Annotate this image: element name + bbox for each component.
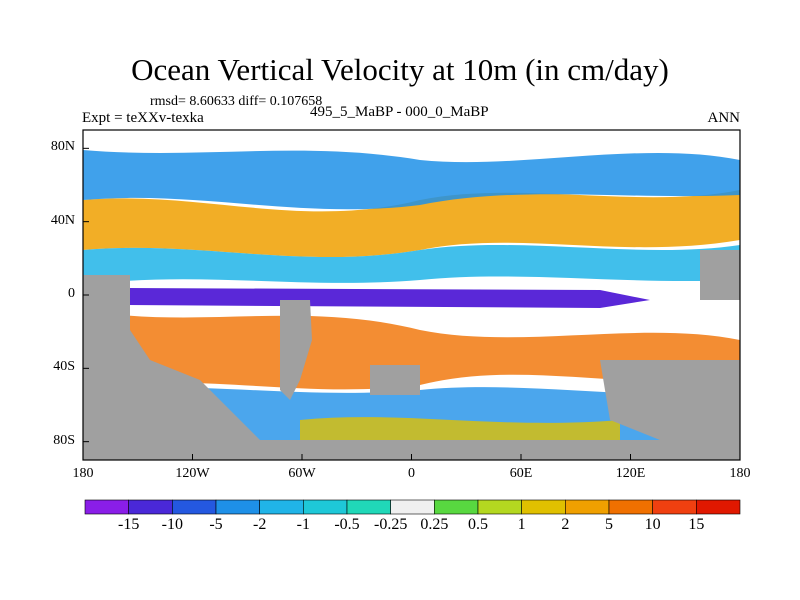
experiment-label: Expt = teXXv-texka	[82, 110, 204, 126]
lon-tick-label: 180	[729, 466, 751, 481]
band-north-orange	[83, 190, 740, 258]
land-africa-island	[370, 365, 420, 395]
colorbar-label: 1	[517, 516, 526, 533]
land-masses	[83, 250, 740, 460]
colorbar-swatch	[259, 499, 304, 515]
colorbar-swatch	[696, 499, 741, 515]
plot-title: Ocean Vertical Velocity at 10m (in cm/da…	[131, 52, 669, 87]
colorbar-swatch	[477, 499, 522, 515]
colorbar-label: -0.5	[334, 516, 360, 533]
lat-tick-label: 80S	[53, 432, 75, 448]
colorbar-label: 10	[644, 516, 661, 533]
colorbar-swatch	[390, 499, 435, 515]
colorbar-swatch	[172, 499, 217, 515]
band-south-yellow	[300, 417, 620, 445]
stats-text: rmsd= 8.60633 diff= 0.107658	[150, 94, 323, 109]
colorbar-swatch	[521, 499, 566, 515]
band-equator-purple	[120, 288, 650, 308]
season-label: ANN	[707, 110, 741, 126]
lon-tick-label: 60W	[288, 466, 316, 481]
colorbar-label: -2	[252, 516, 267, 533]
lat-tick-label: 40N	[50, 212, 75, 228]
colorbar-label: -0.25	[373, 516, 408, 533]
band-north-blue	[83, 150, 740, 210]
lon-tick-label: 60E	[509, 466, 533, 481]
lon-tick-label: 0	[408, 466, 415, 481]
colorbar-label: 2	[561, 516, 570, 533]
colorbar-swatch	[434, 499, 479, 515]
colorbar-swatch	[215, 499, 260, 515]
land-east	[700, 250, 740, 300]
colorbar-label: -1	[296, 516, 310, 533]
lat-tick-label: 40S	[53, 359, 75, 375]
band-mid-blue	[83, 245, 740, 285]
colorbar-label: -5	[209, 516, 223, 533]
land-west-america	[83, 275, 260, 440]
lon-tick-label: 120W	[175, 466, 210, 481]
colorbar-swatch	[652, 499, 697, 515]
land-australia	[600, 360, 740, 440]
land-east-south-america	[83, 400, 740, 460]
colorbar-swatch	[128, 499, 173, 515]
lon-tick-label: 120E	[615, 466, 646, 481]
colorbar-label: 5	[605, 516, 613, 533]
colorbar-label: 15	[688, 516, 705, 533]
lat-tick-label: 0	[68, 286, 75, 301]
land-south-america	[280, 300, 312, 400]
lat-tick-label: 80N	[50, 139, 75, 155]
colorbar-swatch	[608, 499, 653, 515]
colorbar-swatch	[346, 499, 391, 515]
colorbar-label: 0.5	[468, 516, 488, 533]
colorbar-swatch	[565, 499, 610, 515]
colorbar-label: 0.25	[420, 516, 449, 533]
colorbar-label: -15	[117, 516, 140, 533]
lon-tick-label: 180	[72, 466, 94, 481]
subtitle-label: 495_5_MaBP - 000_0_MaBP	[310, 104, 489, 120]
colorbar-swatch	[303, 499, 348, 515]
colorbar-swatch	[84, 499, 129, 515]
velocity-field	[83, 150, 740, 445]
colorbar-label: -10	[161, 516, 183, 533]
band-south-orange	[83, 310, 740, 390]
axis-ticks	[82, 147, 741, 460]
